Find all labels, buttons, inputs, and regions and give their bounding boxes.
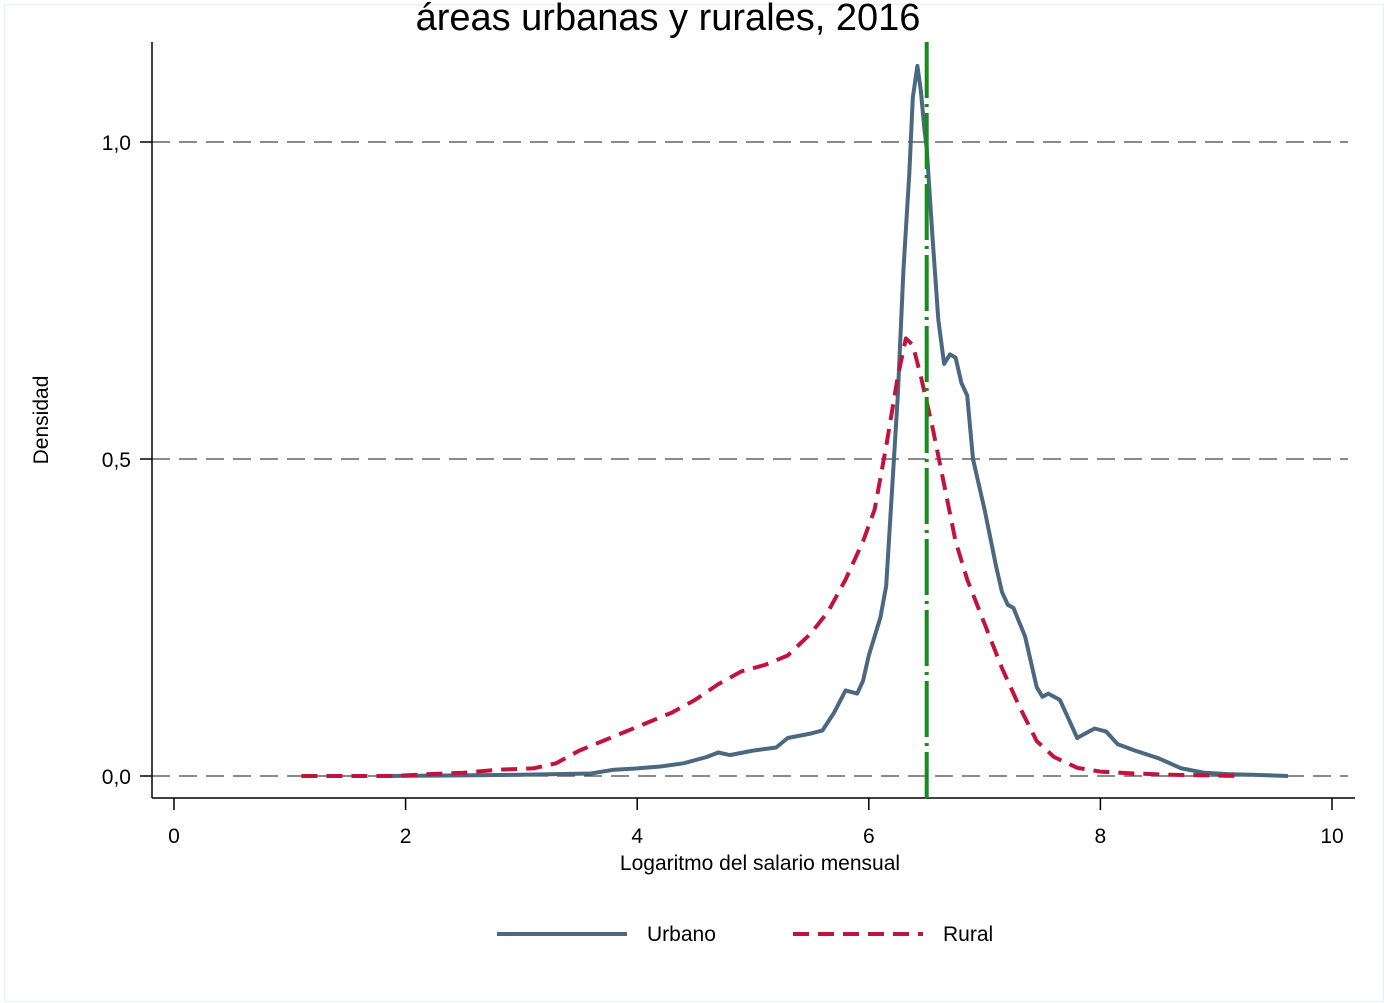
y-tick-label: 0,0 xyxy=(102,766,131,789)
x-axis-title: Logaritmo del salario mensual xyxy=(620,852,900,875)
series-urbano-line xyxy=(382,63,1289,778)
x-tick-label: 0 xyxy=(168,825,180,848)
x-ticks: 0 2 4 6 8 10 xyxy=(168,798,1344,848)
x-tick-label: 2 xyxy=(400,825,412,848)
x-tick-label: 8 xyxy=(1095,825,1107,848)
y-tick-label: 1,0 xyxy=(102,132,131,155)
legend-rural-label: Rural xyxy=(943,923,993,946)
x-tick-label: 10 xyxy=(1320,825,1343,848)
y-tick-label: 0,5 xyxy=(102,449,131,472)
legend: Urbano Rural xyxy=(497,923,993,946)
x-tick-label: 6 xyxy=(863,825,875,848)
axes xyxy=(151,42,1355,799)
legend-urbano-label: Urbano xyxy=(647,923,716,946)
x-tick-label: 4 xyxy=(631,825,643,848)
series-rural-line xyxy=(301,336,1240,778)
chart-title: áreas urbanas y rurales, 2016 xyxy=(416,0,921,39)
gridlines xyxy=(152,141,1348,777)
y-ticks: 0,0 0,5 1,0 xyxy=(102,132,152,789)
series-group xyxy=(301,63,1289,778)
y-axis-title: Densidad xyxy=(30,376,53,465)
